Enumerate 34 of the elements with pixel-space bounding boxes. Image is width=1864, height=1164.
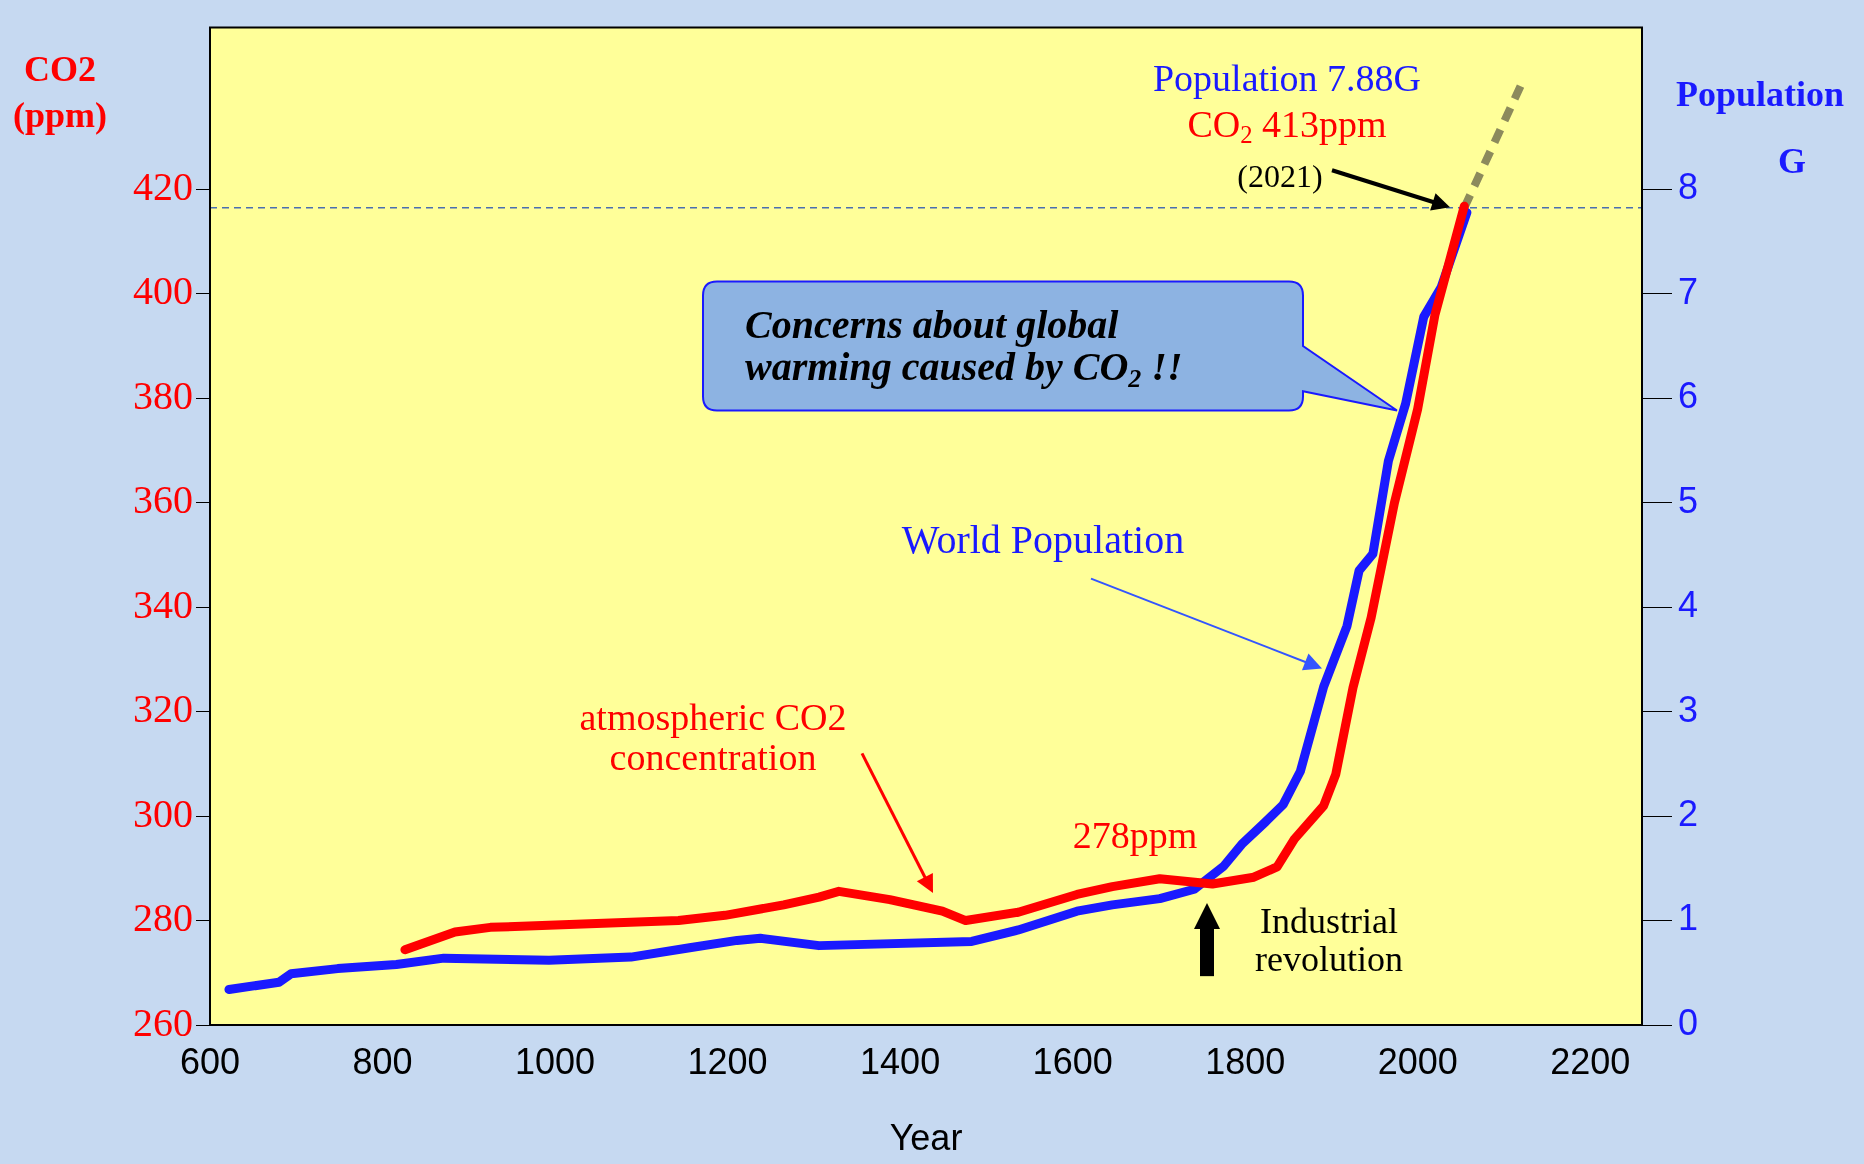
y-tick-label: 280 <box>133 895 193 941</box>
y-tick-label: 340 <box>133 581 193 627</box>
x-axis-title: Year <box>889 1116 963 1158</box>
y2-tick-label: 2 <box>1678 793 1699 835</box>
y2-tick-label: 6 <box>1678 375 1699 417</box>
x-tick-label: 1800 <box>1205 1040 1286 1082</box>
y2-tick-label: 0 <box>1678 1001 1699 1043</box>
y-axis-title: CO2 (ppm) <box>12 49 108 136</box>
x-tick-label: 800 <box>352 1040 413 1082</box>
y2-tick-label: 3 <box>1678 688 1699 730</box>
annotation: atmospheric CO2 concentration <box>579 695 847 778</box>
annotation: CO$_{2}$ 413ppm <box>1187 103 1387 149</box>
annotation: 278ppm <box>1072 814 1198 857</box>
x-tick-label: 1000 <box>515 1040 596 1082</box>
y2-tick-label: 7 <box>1678 270 1699 312</box>
y2-tick-label: 1 <box>1678 897 1699 939</box>
annotation: Industrial revolution <box>1255 901 1403 979</box>
y2-tick-label: 5 <box>1678 479 1699 521</box>
annotation: World Population <box>901 517 1185 563</box>
y-tick-label: 400 <box>133 268 193 314</box>
y-tick-label: 360 <box>133 477 193 523</box>
x-tick-label: 1600 <box>1032 1040 1113 1082</box>
y-tick-label: 420 <box>133 163 193 209</box>
x-tick-label: 1400 <box>860 1040 941 1082</box>
annotation: Population 7.88G <box>1152 57 1422 100</box>
annotation: Concerns about global warming caused by CO$_{2}$ !! <box>745 302 1183 393</box>
y-tick-label: 320 <box>133 686 193 732</box>
y-tick-label: 300 <box>133 790 193 836</box>
x-tick-label: 2200 <box>1550 1040 1631 1082</box>
y-tick-label: 380 <box>133 372 193 418</box>
y2-tick-label: 4 <box>1678 584 1699 626</box>
annotation: (2021) <box>1237 158 1323 195</box>
x-tick-label: 2000 <box>1377 1040 1458 1082</box>
x-tick-label: 1200 <box>687 1040 768 1082</box>
